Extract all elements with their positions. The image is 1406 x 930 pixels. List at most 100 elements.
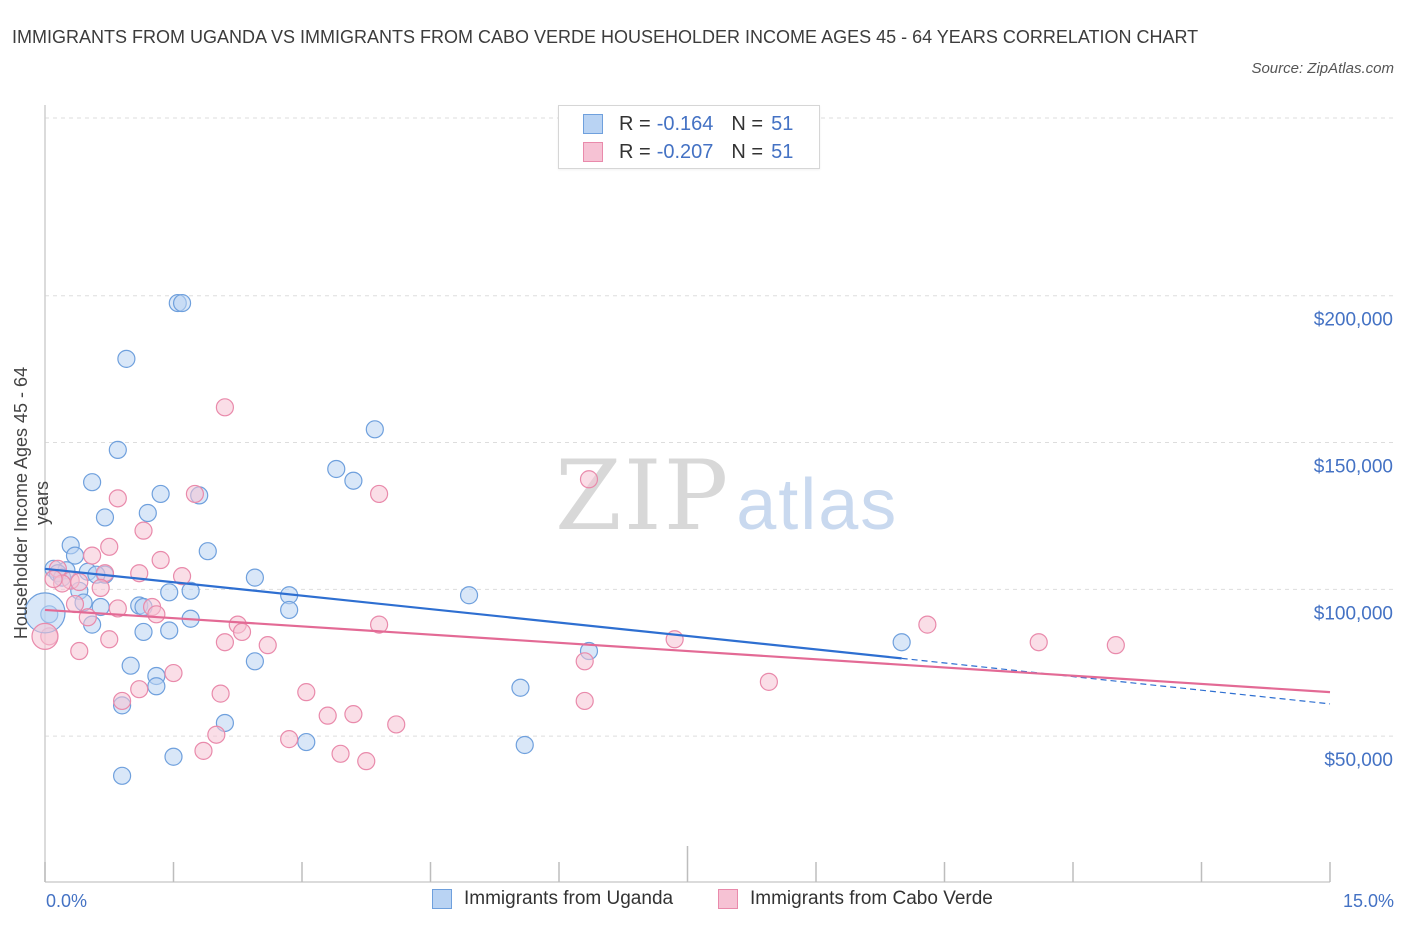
data-point-uganda bbox=[172, 293, 192, 313]
watermark-zip: ZIP bbox=[555, 440, 731, 552]
data-point-uganda bbox=[327, 459, 346, 479]
trend-line-uganda-extension bbox=[901, 657, 1331, 705]
series-legend-uganda: Immigrants from Uganda bbox=[432, 888, 673, 910]
legend-row-uganda: R = -0.164 N = 51 bbox=[583, 110, 793, 138]
data-point-caboverde bbox=[318, 706, 337, 725]
data-point-uganda bbox=[95, 508, 115, 527]
data-point-caboverde bbox=[134, 521, 153, 540]
legend-r-label: R = bbox=[619, 112, 651, 135]
data-point-uganda bbox=[280, 600, 299, 620]
data-point-caboverde bbox=[83, 546, 102, 565]
data-point-uganda bbox=[181, 581, 200, 600]
data-point-uganda bbox=[459, 586, 479, 605]
data-point-caboverde bbox=[65, 594, 85, 614]
data-point-caboverde bbox=[370, 615, 389, 634]
data-point-uganda bbox=[365, 420, 384, 439]
legend-r-label: R = bbox=[619, 140, 651, 163]
data-point-uganda bbox=[160, 621, 179, 640]
data-point-caboverde bbox=[194, 741, 213, 760]
x-tick-label-max: 15.0% bbox=[1342, 891, 1394, 911]
data-point-caboverde bbox=[759, 672, 778, 691]
data-point-uganda bbox=[112, 766, 132, 785]
legend-n-value: 51 bbox=[771, 112, 794, 135]
legend-swatch-uganda bbox=[583, 114, 603, 134]
data-point-uganda bbox=[198, 542, 217, 561]
data-point-uganda bbox=[245, 652, 264, 671]
trend-line-caboverde bbox=[44, 608, 1331, 694]
data-point-caboverde bbox=[370, 484, 389, 504]
data-point-uganda bbox=[83, 473, 102, 492]
legend-n-value: 51 bbox=[771, 140, 794, 163]
y-tick-label: $100,000 bbox=[1314, 603, 1393, 624]
data-point-uganda bbox=[108, 440, 127, 459]
data-point-caboverde bbox=[211, 684, 230, 703]
data-point-caboverde bbox=[297, 683, 316, 702]
data-point-caboverde bbox=[215, 398, 234, 417]
data-point-caboverde bbox=[164, 663, 183, 683]
series-label-uganda: Immigrants from Uganda bbox=[464, 888, 674, 909]
legend-swatch-caboverde bbox=[583, 142, 603, 162]
data-point-caboverde bbox=[918, 615, 937, 634]
data-point-caboverde bbox=[70, 572, 89, 592]
data-point-caboverde bbox=[258, 636, 277, 655]
data-point-caboverde bbox=[1106, 636, 1125, 655]
legend-n-label: N = bbox=[731, 140, 764, 163]
y-tick-label: $150,000 bbox=[1314, 457, 1393, 478]
data-point-uganda bbox=[511, 678, 530, 697]
data-point-caboverde bbox=[108, 599, 127, 618]
data-point-uganda bbox=[121, 656, 140, 675]
data-point-uganda bbox=[892, 633, 911, 652]
data-point-caboverde bbox=[100, 630, 119, 649]
data-point-caboverde bbox=[151, 550, 170, 570]
data-point-caboverde bbox=[387, 715, 406, 734]
data-point-caboverde bbox=[91, 578, 110, 597]
data-point-caboverde bbox=[207, 725, 226, 744]
series-label-caboverde: Immigrants from Cabo Verde bbox=[750, 888, 993, 909]
data-point-uganda bbox=[65, 546, 85, 565]
data-point-caboverde bbox=[344, 705, 363, 724]
data-point-caboverde bbox=[185, 484, 205, 504]
data-point-uganda bbox=[147, 677, 166, 696]
chart-title: IMMIGRANTS FROM UGANDA VS IMMIGRANTS FRO… bbox=[12, 27, 1199, 47]
correlation-legend: R = -0.164 N = 51 R = -0.207 N = 51 bbox=[558, 105, 820, 169]
data-point-caboverde bbox=[579, 470, 599, 489]
data-point-caboverde bbox=[280, 730, 299, 749]
data-point-caboverde bbox=[100, 537, 119, 556]
source-label: Source: ZipAtlas.com bbox=[1251, 60, 1394, 77]
data-point-uganda bbox=[297, 732, 316, 752]
data-point-caboverde-large bbox=[31, 622, 59, 650]
x-tick-label-min: 0.0% bbox=[46, 891, 88, 911]
legend-r-value: -0.207 bbox=[656, 140, 714, 163]
watermark: ZIPatlas bbox=[555, 440, 898, 552]
series-legend-caboverde: Immigrants from Cabo Verde bbox=[718, 888, 993, 910]
legend-row-caboverde: R = -0.207 N = 51 bbox=[583, 138, 793, 166]
data-point-uganda bbox=[515, 735, 534, 755]
data-point-caboverde bbox=[357, 752, 376, 771]
data-point-uganda bbox=[160, 583, 179, 602]
y-tick-label: $200,000 bbox=[1314, 310, 1393, 331]
y-tick-label: $50,000 bbox=[1324, 750, 1393, 771]
data-point-caboverde bbox=[130, 680, 149, 699]
data-point-uganda bbox=[245, 568, 264, 587]
data-point-caboverde bbox=[147, 605, 166, 624]
data-point-caboverde bbox=[575, 691, 594, 711]
data-point-uganda bbox=[134, 622, 153, 642]
y-axis-label: Householder Income Ages 45 - 64 years bbox=[11, 366, 52, 640]
data-point-caboverde bbox=[331, 744, 350, 763]
data-point-caboverde bbox=[70, 641, 89, 661]
data-point-uganda bbox=[117, 349, 136, 368]
data-point-caboverde bbox=[108, 489, 127, 508]
series-swatch-uganda bbox=[432, 889, 452, 909]
data-point-uganda bbox=[344, 471, 363, 490]
watermark-atlas: atlas bbox=[736, 465, 899, 545]
data-point-caboverde bbox=[112, 691, 132, 711]
trend-line-uganda bbox=[44, 567, 902, 660]
data-point-uganda bbox=[151, 484, 170, 504]
data-point-uganda bbox=[138, 503, 157, 523]
data-point-caboverde bbox=[232, 622, 252, 642]
legend-r-value: -0.164 bbox=[656, 112, 714, 135]
data-point-caboverde bbox=[1029, 633, 1048, 652]
data-point-caboverde bbox=[215, 633, 234, 652]
data-point-caboverde bbox=[172, 567, 192, 586]
